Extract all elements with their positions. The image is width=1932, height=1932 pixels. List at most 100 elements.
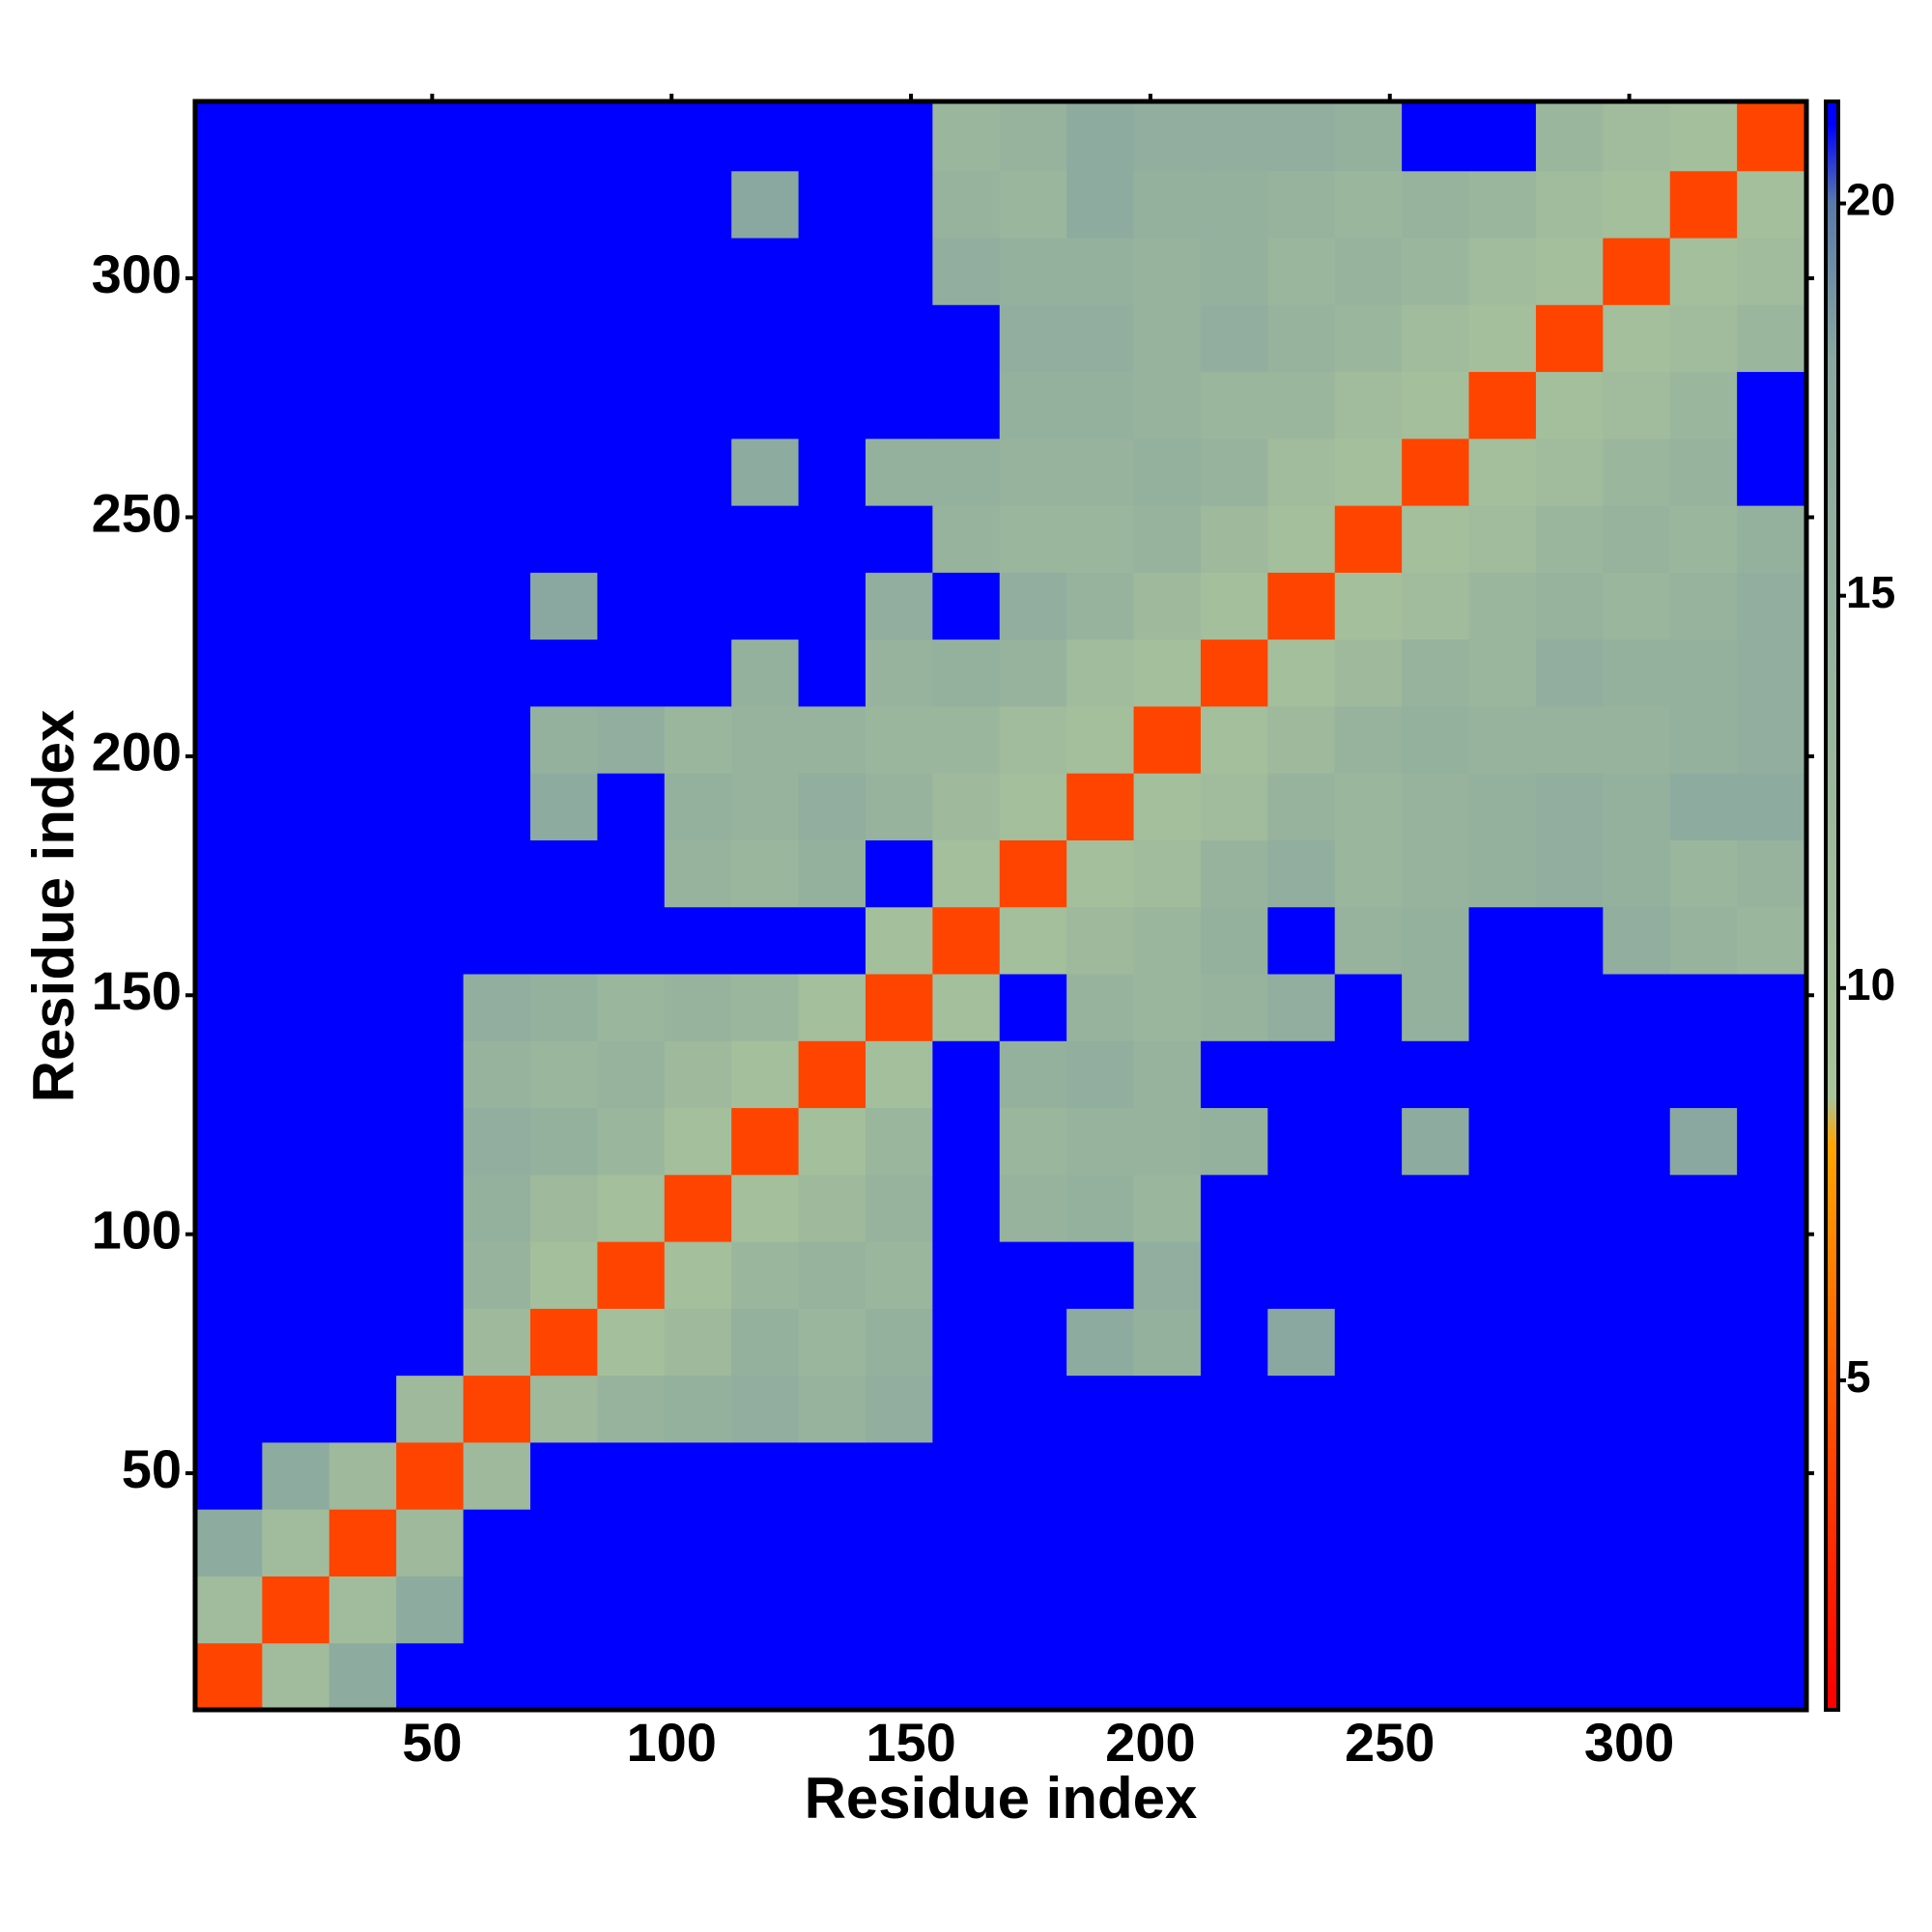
- heatmap-cell: [328, 1040, 397, 1109]
- heatmap-cell: [328, 1509, 397, 1577]
- heatmap-cell: [529, 1040, 598, 1109]
- heatmap-cell: [195, 304, 263, 373]
- heatmap-cell: [1402, 1308, 1470, 1377]
- heatmap-cell: [262, 1107, 330, 1176]
- heatmap-cell: [1669, 1241, 1738, 1309]
- heatmap-cell: [1669, 505, 1738, 573]
- heatmap-cell: [1133, 1174, 1202, 1242]
- heatmap-cell: [932, 839, 1001, 908]
- heatmap-cell: [597, 1174, 666, 1242]
- heatmap-cell: [664, 639, 732, 707]
- heatmap-cell: [1066, 1040, 1135, 1109]
- heatmap-cell: [529, 304, 598, 373]
- heatmap-cell: [328, 103, 397, 172]
- heatmap-cell: [731, 505, 800, 573]
- heatmap-cell: [1334, 1174, 1403, 1242]
- heatmap-cell: [1267, 705, 1336, 774]
- heatmap-cell: [798, 304, 867, 373]
- heatmap-cell: [1603, 572, 1671, 640]
- heatmap-cell: [195, 170, 263, 239]
- heatmap-cell: [396, 1308, 465, 1377]
- heatmap-cell: [932, 438, 1001, 506]
- heatmap-cell: [1737, 1040, 1805, 1109]
- heatmap-cell: [1066, 839, 1135, 908]
- heatmap-cell: [1133, 906, 1202, 975]
- heatmap-cell: [1468, 572, 1537, 640]
- heatmap-cell: [1267, 1308, 1336, 1377]
- heatmap-cell: [1267, 1441, 1336, 1510]
- heatmap-cell: [1267, 304, 1336, 373]
- heatmap-cell: [463, 906, 531, 975]
- heatmap-cell: [597, 170, 666, 239]
- heatmap-cell: [1535, 238, 1604, 305]
- heatmap-cell: [1402, 839, 1470, 908]
- heatmap-cell: [195, 1375, 263, 1443]
- heatmap-cell: [1737, 1509, 1805, 1577]
- heatmap-cell: [1334, 1509, 1403, 1577]
- heatmap-cell: [865, 103, 933, 172]
- heatmap-cell: [1669, 1441, 1738, 1510]
- heatmap-cell: [1737, 1375, 1805, 1443]
- heatmap-cell: [664, 1441, 732, 1510]
- heatmap-cell: [1133, 1241, 1202, 1309]
- heatmap-cell: [195, 1642, 263, 1711]
- heatmap-cell: [262, 1241, 330, 1309]
- heatmap-cell: [999, 572, 1067, 640]
- heatmap-cell: [529, 1375, 598, 1443]
- heatmap-cell: [262, 1308, 330, 1377]
- heatmap-cell: [932, 170, 1001, 239]
- heatmap-cell: [463, 1241, 531, 1309]
- heatmap-cell: [1066, 773, 1135, 840]
- heatmap-cell: [1468, 1576, 1537, 1644]
- heatmap-cell: [463, 103, 531, 172]
- heatmap-cell: [1334, 505, 1403, 573]
- heatmap-cell: [932, 1040, 1001, 1109]
- heatmap-cell: [1334, 1576, 1403, 1644]
- heatmap-cell: [1737, 238, 1805, 305]
- heatmap-cell: [999, 705, 1067, 774]
- heatmap-cell: [328, 505, 397, 573]
- heatmap-cell: [1468, 1375, 1537, 1443]
- heatmap-cell: [1402, 773, 1470, 840]
- heatmap-cell: [597, 1509, 666, 1577]
- heatmap-cell: [932, 1174, 1001, 1242]
- heatmap-cell: [396, 170, 465, 239]
- heatmap-cell: [731, 1375, 800, 1443]
- heatmap-cell: [932, 974, 1001, 1041]
- heatmap-cell: [1066, 906, 1135, 975]
- heatmap-cell: [463, 773, 531, 840]
- heatmap-cell: [664, 773, 732, 840]
- heatmap-cell: [999, 1441, 1067, 1510]
- y-tick-label: 50: [122, 1438, 182, 1499]
- heatmap-cell: [529, 170, 598, 239]
- heatmap-cell: [1737, 505, 1805, 573]
- y-axis-title: Residue index: [21, 710, 86, 1103]
- heatmap-cell: [262, 839, 330, 908]
- heatmap-cell: [1535, 839, 1604, 908]
- heatmap-cell: [1603, 1642, 1671, 1711]
- heatmap-cell: [262, 238, 330, 305]
- heatmap-cell: [664, 371, 732, 440]
- heatmap-cell: [597, 304, 666, 373]
- heatmap-cell: [932, 1308, 1001, 1377]
- heatmap-cell: [1200, 1241, 1268, 1309]
- heatmap-cell: [1737, 1576, 1805, 1644]
- heatmap-cell: [529, 906, 598, 975]
- heatmap-cell: [664, 170, 732, 239]
- heatmap-cell: [1737, 1642, 1805, 1711]
- heatmap-cell: [1334, 906, 1403, 975]
- heatmap-cell: [1200, 572, 1268, 640]
- heatmap-cell: [529, 1441, 598, 1510]
- heatmap-cell: [1066, 1174, 1135, 1242]
- heatmap-cell: [731, 438, 800, 506]
- heatmap-cell: [1267, 103, 1336, 172]
- heatmap-cell: [1603, 773, 1671, 840]
- heatmap-cell: [328, 705, 397, 774]
- heatmap-cell: [529, 1241, 598, 1309]
- heatmap-cell: [664, 572, 732, 640]
- heatmap-cell: [1603, 1375, 1671, 1443]
- heatmap-cell: [999, 1174, 1067, 1242]
- heatmap-cell: [1334, 639, 1403, 707]
- heatmap-cell: [1737, 1241, 1805, 1309]
- heatmap-cell: [328, 773, 397, 840]
